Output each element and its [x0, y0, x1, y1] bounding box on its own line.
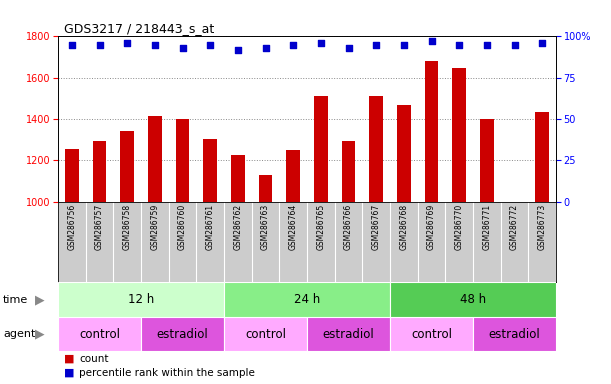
Bar [58, 282, 224, 317]
Point [233, 46, 243, 53]
Point [399, 42, 409, 48]
Bar [369, 96, 383, 202]
Text: GSM286765: GSM286765 [316, 204, 326, 250]
Bar [175, 119, 189, 202]
Point [95, 42, 104, 48]
Text: GSM286764: GSM286764 [288, 204, 298, 250]
Bar [452, 68, 466, 202]
Bar [224, 282, 390, 317]
Text: GSM286758: GSM286758 [123, 204, 132, 250]
Text: estradiol: estradiol [323, 328, 375, 341]
Text: percentile rank within the sample: percentile rank within the sample [79, 368, 255, 378]
Point [510, 42, 519, 48]
Text: GSM286768: GSM286768 [400, 204, 408, 250]
Text: GDS3217 / 218443_s_at: GDS3217 / 218443_s_at [64, 22, 214, 35]
Point [150, 42, 159, 48]
Point [482, 42, 492, 48]
Text: GSM286772: GSM286772 [510, 204, 519, 250]
Text: GSM286762: GSM286762 [233, 204, 243, 250]
Bar [342, 141, 356, 202]
Bar [93, 141, 106, 202]
Text: GSM286773: GSM286773 [538, 204, 547, 250]
Bar [120, 131, 134, 202]
Point [205, 42, 215, 48]
Text: 48 h: 48 h [460, 293, 486, 306]
Text: count: count [79, 354, 109, 364]
Text: agent: agent [3, 329, 35, 339]
Bar [203, 139, 217, 202]
Text: GSM286759: GSM286759 [150, 204, 159, 250]
Point [67, 42, 77, 48]
Text: ▶: ▶ [35, 328, 45, 341]
Bar [480, 119, 494, 202]
Point [122, 40, 132, 46]
Bar [425, 61, 439, 202]
Bar [141, 317, 224, 351]
Bar [58, 317, 141, 351]
Point [343, 45, 353, 51]
Text: GSM286771: GSM286771 [482, 204, 491, 250]
Text: ■: ■ [64, 354, 75, 364]
Text: GSM286756: GSM286756 [67, 204, 76, 250]
Bar [390, 282, 556, 317]
Bar [390, 317, 473, 351]
Text: control: control [245, 328, 286, 341]
Text: 12 h: 12 h [128, 293, 154, 306]
Text: GSM286766: GSM286766 [344, 204, 353, 250]
Bar [314, 96, 327, 202]
Bar [231, 155, 245, 202]
Point [455, 42, 464, 48]
Text: ■: ■ [64, 368, 75, 378]
Text: GSM286770: GSM286770 [455, 204, 464, 250]
Bar [307, 317, 390, 351]
Text: GSM286763: GSM286763 [261, 204, 270, 250]
Text: ▶: ▶ [35, 293, 45, 306]
Point [426, 38, 436, 45]
Text: estradiol: estradiol [489, 328, 540, 341]
Text: estradiol: estradiol [156, 328, 208, 341]
Point [288, 42, 298, 48]
Point [316, 40, 326, 46]
Bar [397, 104, 411, 202]
Bar [65, 149, 79, 202]
Text: GSM286760: GSM286760 [178, 204, 187, 250]
Point [178, 45, 188, 51]
Bar [535, 112, 549, 202]
Text: GSM286757: GSM286757 [95, 204, 104, 250]
Bar [473, 317, 556, 351]
Bar [148, 116, 162, 202]
Point [371, 42, 381, 48]
Bar [287, 150, 300, 202]
Point [261, 45, 271, 51]
Bar [258, 175, 273, 202]
Text: GSM286761: GSM286761 [206, 204, 214, 250]
Text: GSM286769: GSM286769 [427, 204, 436, 250]
Text: time: time [3, 295, 28, 305]
Point [537, 40, 547, 46]
Text: control: control [79, 328, 120, 341]
Text: 24 h: 24 h [294, 293, 320, 306]
Bar [224, 317, 307, 351]
Text: GSM286767: GSM286767 [371, 204, 381, 250]
Text: control: control [411, 328, 452, 341]
